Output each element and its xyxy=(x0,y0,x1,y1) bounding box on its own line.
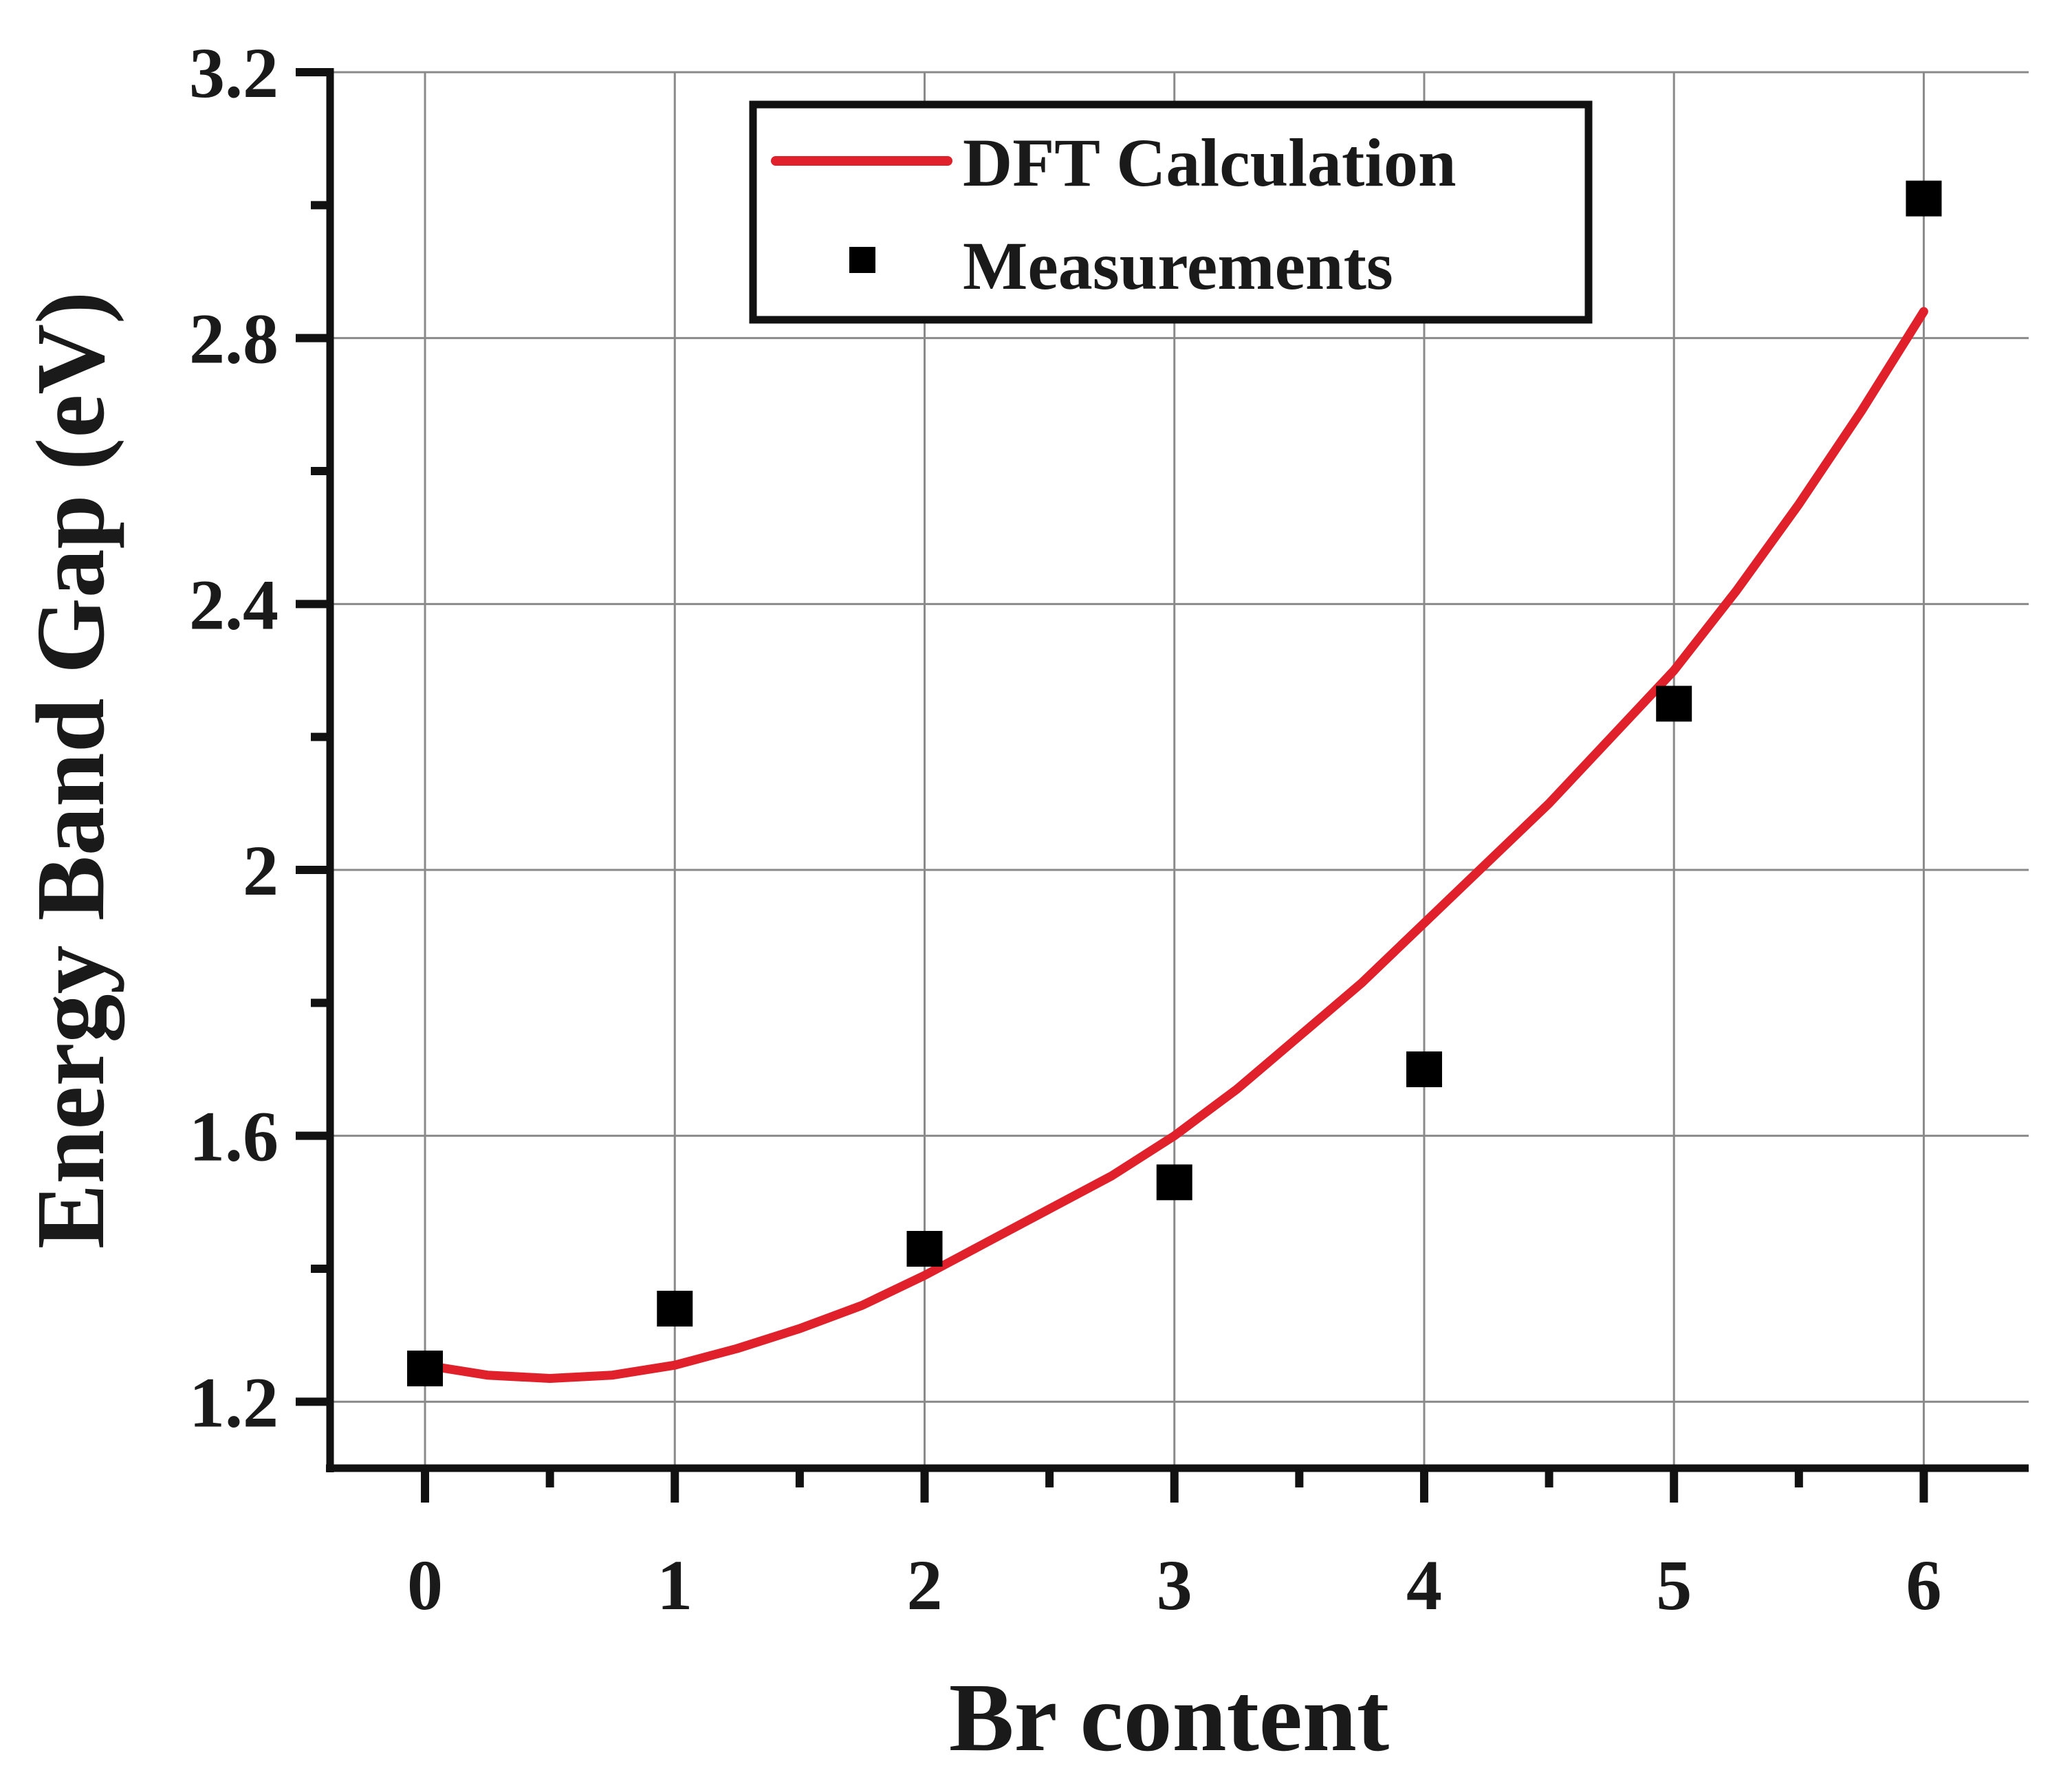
measurement-point xyxy=(1656,686,1692,722)
y-tick-label: 3.2 xyxy=(189,34,279,113)
x-tick-label: 3 xyxy=(1157,1546,1192,1625)
x-tick-label: 5 xyxy=(1656,1546,1692,1625)
legend-box xyxy=(749,100,1593,324)
tick-labels: 0 1 2 3 4 5 6 1.2 1.6 2 2.4 2.8 3.2 xyxy=(189,34,1941,1625)
x-tick-label: 4 xyxy=(1406,1546,1442,1625)
measurement-point xyxy=(906,1231,943,1267)
y-axis-title: Energy Band Gap (eV) xyxy=(16,292,124,1249)
legend: DFT Calculation Measurements xyxy=(749,100,1593,324)
y-tick-label: 2 xyxy=(243,831,279,910)
legend-entry-measurements: Measurements xyxy=(963,228,1393,304)
y-tick-label: 2.4 xyxy=(189,565,279,644)
y-tick-label: 2.8 xyxy=(189,300,279,379)
ticks xyxy=(296,68,1928,1503)
x-axis-title: Br content xyxy=(949,1663,1389,1768)
dft-calculation-line xyxy=(420,307,1928,1383)
x-tick-label: 6 xyxy=(1906,1546,1941,1625)
y-tick-label: 1.2 xyxy=(189,1363,279,1442)
measurement-point xyxy=(1406,1051,1442,1087)
legend-entry-dft-calculation: DFT Calculation xyxy=(963,124,1457,201)
x-tick-label: 2 xyxy=(907,1546,943,1625)
series-layer xyxy=(407,180,1942,1386)
y-tick-label: 1.6 xyxy=(189,1098,279,1177)
measurement-point xyxy=(407,1351,444,1386)
legend-marker-sample xyxy=(849,247,875,273)
measurement-point xyxy=(1906,180,1942,217)
measurement-point xyxy=(1156,1164,1192,1201)
x-tick-label: 0 xyxy=(407,1546,443,1625)
measurement-point xyxy=(657,1291,693,1327)
x-tick-label: 1 xyxy=(657,1546,693,1625)
